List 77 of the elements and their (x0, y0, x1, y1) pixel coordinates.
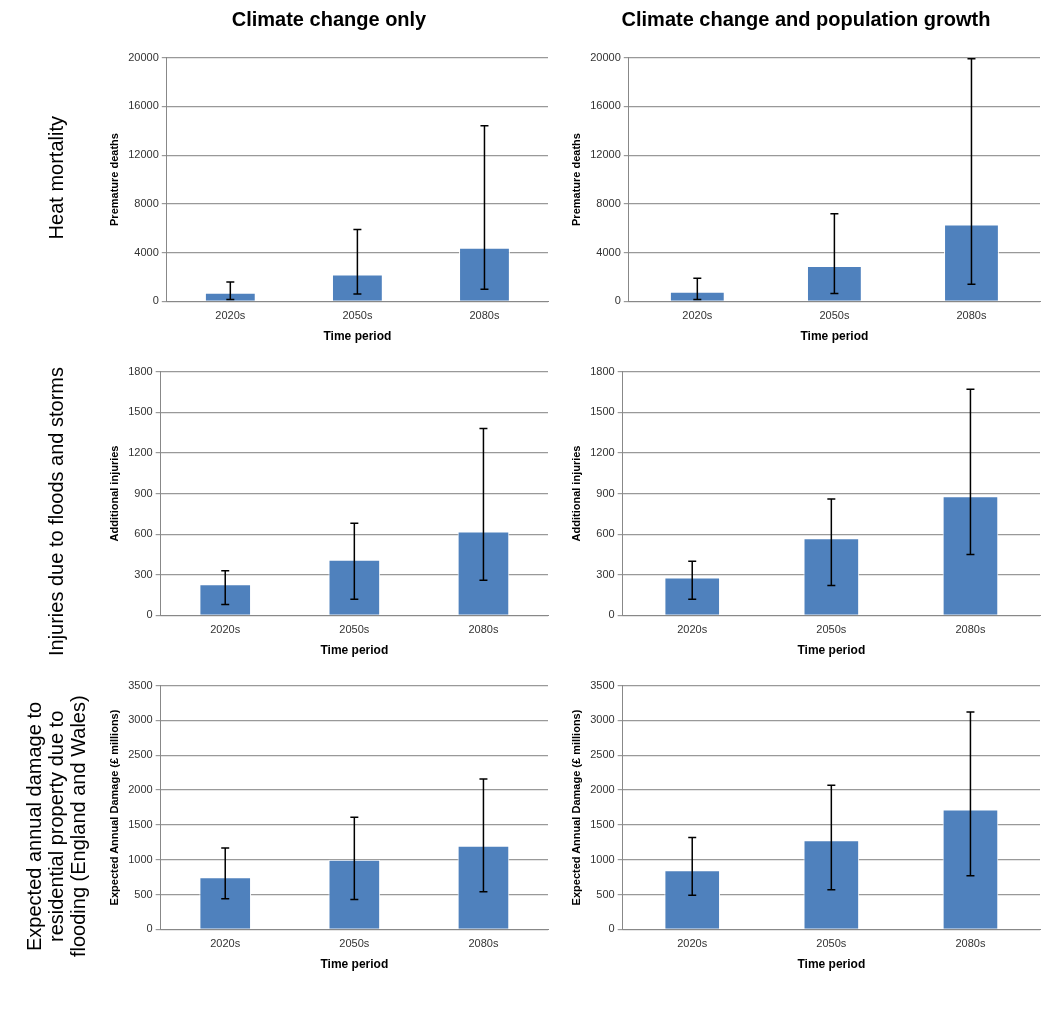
y-tick-label: 0 (152, 294, 159, 307)
x-axis-title: Time period (320, 957, 389, 972)
y-tick-label: 2500 (590, 748, 615, 761)
y-tick-label: 1500 (128, 405, 153, 418)
x-tick-label: 2020s (210, 937, 241, 950)
x-axis-title: Time period (797, 643, 866, 658)
chart-title: Climate change and population growth (620, 8, 992, 32)
y-tick-label: 1800 (128, 364, 153, 377)
y-tick-label: 8000 (596, 196, 621, 209)
y-tick-label: 4000 (596, 245, 621, 258)
y-axis-title: Expected Annual Damage (£ millions) (107, 709, 120, 906)
x-tick-label: 2080s (955, 937, 986, 950)
y-tick-label: 300 (134, 567, 153, 580)
y-tick-label: 900 (596, 486, 615, 499)
y-tick-label: 20000 (128, 50, 159, 63)
y-tick-label: 0 (146, 608, 153, 621)
x-tick-label: 2020s (677, 937, 708, 950)
x-tick-label: 2020s (682, 309, 713, 322)
x-axis-title: Time period (797, 957, 866, 972)
y-tick-label: 12000 (128, 148, 159, 161)
x-axis-title: Time period (320, 643, 389, 658)
y-tick-label: 2000 (128, 783, 153, 796)
x-tick-label: 2050s (339, 937, 370, 950)
text: Injuries due to floods and storms (45, 367, 67, 657)
y-axis-title: Additional injuries (569, 445, 582, 542)
y-tick-label: 500 (134, 887, 153, 900)
x-tick-label: 2050s (819, 309, 850, 322)
y-tick-label: 2500 (128, 748, 153, 761)
x-tick-label: 2080s (956, 309, 987, 322)
y-tick-label: 1000 (128, 852, 153, 865)
x-tick-label: 2080s (469, 309, 500, 322)
y-tick-label: 0 (608, 922, 615, 935)
y-tick-label: 600 (596, 527, 615, 540)
y-tick-label: 16000 (128, 99, 159, 112)
x-tick-label: 2020s (677, 623, 708, 636)
x-tick-label: 2080s (468, 937, 499, 950)
y-tick-label: 300 (596, 567, 615, 580)
y-axis-title: Premature deaths (107, 133, 120, 226)
x-tick-label: 2050s (342, 309, 373, 322)
y-axis-title: Premature deaths (569, 133, 582, 226)
y-tick-label: 1200 (128, 445, 153, 458)
chart-title: Climate change only (230, 8, 428, 32)
y-axis-title: Additional injuries (107, 445, 120, 542)
y-tick-label: 8000 (134, 196, 159, 209)
text: Expected annual damage to residential property due to flooding (England and Wales) (23, 694, 89, 959)
y-tick-label: 3500 (590, 678, 615, 691)
x-axis-title: Time period (800, 329, 869, 344)
y-tick-label: 1000 (590, 852, 615, 865)
x-tick-label: 2020s (215, 309, 246, 322)
y-tick-label: 500 (596, 887, 615, 900)
y-tick-label: 1500 (128, 817, 153, 830)
x-tick-label: 2050s (339, 623, 370, 636)
x-axis-title: Time period (323, 329, 392, 344)
y-tick-label: 2000 (590, 783, 615, 796)
y-tick-label: 1800 (590, 364, 615, 377)
y-tick-label: 1500 (590, 405, 615, 418)
y-tick-label: 20000 (590, 50, 621, 63)
y-tick-label: 600 (134, 527, 153, 540)
x-tick-label: 2080s (955, 623, 986, 636)
y-tick-label: 16000 (590, 99, 621, 112)
y-tick-label: 3500 (128, 678, 153, 691)
y-tick-label: 0 (608, 608, 615, 621)
text: Heat mortality (45, 116, 67, 240)
y-tick-label: 1500 (590, 817, 615, 830)
y-tick-label: 0 (146, 922, 153, 935)
y-axis-title: Expected Annual Damage (£ millions) (569, 709, 582, 906)
y-tick-label: 3000 (128, 713, 153, 726)
x-tick-label: 2020s (210, 623, 241, 636)
x-tick-label: 2080s (468, 623, 499, 636)
y-tick-label: 4000 (134, 245, 159, 258)
x-tick-label: 2050s (816, 937, 847, 950)
y-tick-label: 3000 (590, 713, 615, 726)
y-tick-label: 12000 (590, 148, 621, 161)
y-tick-label: 1200 (590, 445, 615, 458)
x-tick-label: 2050s (816, 623, 847, 636)
y-tick-label: 900 (134, 486, 153, 499)
y-tick-label: 0 (614, 294, 621, 307)
